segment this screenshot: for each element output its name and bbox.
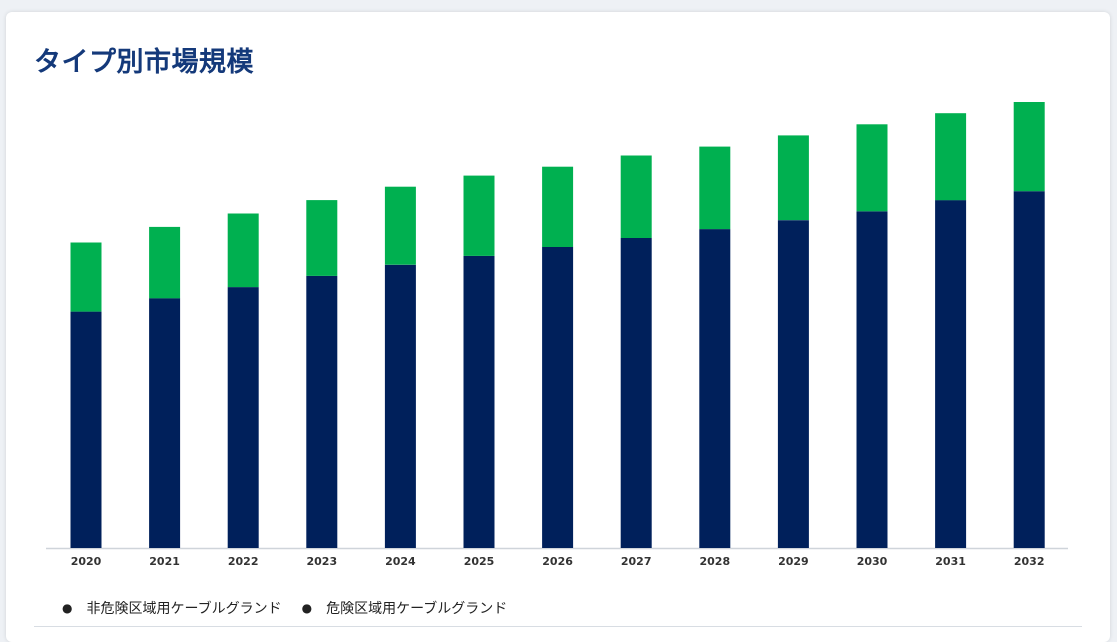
chart-title: タイプ別市場規模: [34, 47, 254, 78]
bar-hazardous-2026[interactable]: [542, 166, 574, 247]
stacked-bar-chart: 2020 2021 2022 2023 2024 2025 2026 2027 2028 2029…: [46, 102, 1068, 568]
bar-non-hazardous-2027[interactable]: [620, 238, 652, 548]
x-tick-label: 2030: [857, 555, 888, 568]
legend-item-non-hazardous[interactable]: ● 非危険区域用ケーブルグランド: [62, 598, 282, 618]
legend-label-non-hazardous: 非危険区域用ケーブルグランド: [86, 601, 282, 617]
bar-hazardous-2025[interactable]: [463, 175, 495, 256]
x-tick-label: 2020: [71, 555, 102, 568]
legend-label-hazardous: 危険区域用ケーブルグランド: [326, 601, 508, 617]
bar-non-hazardous-2021[interactable]: [149, 298, 181, 548]
bar-hazardous-2030[interactable]: [856, 124, 888, 212]
x-tick-label: 2023: [306, 555, 337, 568]
bar-non-hazardous-2030[interactable]: [856, 211, 888, 549]
x-tick-label: 2021: [149, 555, 180, 568]
x-tick-label: 2027: [621, 555, 652, 568]
x-tick-label: 2031: [935, 555, 966, 568]
bar-non-hazardous-2026[interactable]: [542, 246, 574, 548]
bar-hazardous-2027[interactable]: [620, 155, 652, 239]
bar-non-hazardous-2029[interactable]: [777, 220, 809, 548]
bar-non-hazardous-2020[interactable]: [70, 311, 102, 548]
bar-hazardous-2021[interactable]: [149, 226, 181, 299]
chart-legend: ● 非危険区域用ケーブルグランド ● 危険区域用ケーブルグランド: [62, 598, 507, 618]
bar-hazardous-2031[interactable]: [935, 113, 967, 201]
bar-hazardous-2020[interactable]: [70, 242, 102, 312]
x-tick-label: 2028: [699, 555, 730, 568]
bar-non-hazardous-2022[interactable]: [227, 287, 259, 548]
x-tick-label: 2025: [464, 555, 495, 568]
bar-non-hazardous-2023[interactable]: [306, 275, 338, 548]
bar-hazardous-2028[interactable]: [699, 146, 731, 230]
bar-non-hazardous-2024[interactable]: [384, 264, 416, 548]
bottom-divider: [34, 626, 1082, 627]
bar-non-hazardous-2032[interactable]: [1013, 191, 1045, 548]
x-tick-label: 2024: [385, 555, 416, 568]
legend-bullet-icon: ●: [62, 601, 73, 615]
bar-hazardous-2022[interactable]: [227, 213, 259, 288]
x-tick-label: 2032: [1014, 555, 1045, 568]
x-tick-label: 2022: [228, 555, 259, 568]
x-tick-label: 2029: [778, 555, 809, 568]
bar-hazardous-2024[interactable]: [384, 186, 416, 265]
bar-hazardous-2032[interactable]: [1013, 102, 1045, 192]
bar-non-hazardous-2031[interactable]: [935, 200, 967, 548]
bar-non-hazardous-2028[interactable]: [699, 229, 731, 548]
legend-item-hazardous[interactable]: ● 危険区域用ケーブルグランド: [302, 598, 508, 618]
bar-non-hazardous-2025[interactable]: [463, 255, 495, 548]
x-tick-label: 2026: [542, 555, 573, 568]
bar-hazardous-2029[interactable]: [777, 135, 809, 221]
bar-hazardous-2023[interactable]: [306, 200, 338, 276]
legend-bullet-icon: ●: [301, 601, 313, 615]
chart-card: タイプ別市場規模 2020 2021 2022 2023 2024 2025 2026 202…: [6, 12, 1110, 642]
